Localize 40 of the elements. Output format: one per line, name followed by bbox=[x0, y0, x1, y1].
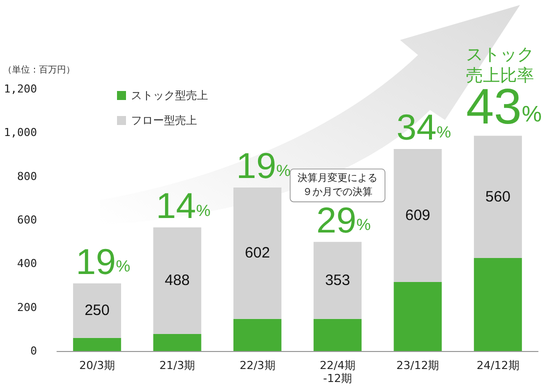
bar bbox=[73, 338, 122, 351]
data-label: 560 bbox=[485, 188, 510, 206]
annotation: 19% bbox=[236, 144, 291, 186]
x-tick-label: 24/12期 bbox=[476, 359, 520, 372]
x-tick-label: 22/3期 bbox=[240, 359, 276, 372]
y-tick-label: 0 bbox=[30, 344, 37, 358]
legend-label: ストック型売上 bbox=[131, 89, 208, 102]
bar bbox=[233, 318, 282, 351]
bar bbox=[73, 283, 122, 338]
annotation: 14% bbox=[156, 184, 210, 226]
x-tick-label: 22/4期 -12期 bbox=[320, 359, 356, 385]
data-label: 353 bbox=[325, 272, 350, 289]
annotation: 34% bbox=[396, 106, 451, 148]
y-tick-label: 400 bbox=[17, 257, 37, 270]
data-label: 250 bbox=[84, 302, 110, 320]
bar bbox=[394, 149, 442, 282]
bar bbox=[314, 242, 362, 319]
annotation: 19% bbox=[76, 240, 130, 282]
data-label: 609 bbox=[405, 207, 430, 224]
bar bbox=[233, 187, 282, 319]
x-tick-label: 23/12期 bbox=[396, 359, 440, 372]
annotation: 決算月変更による９か月での決算 bbox=[298, 172, 378, 198]
y-axis-title: （単位：百万円） bbox=[3, 64, 75, 76]
y-tick-label: 200 bbox=[17, 300, 37, 314]
x-tick-label: 21/3期 bbox=[159, 359, 196, 372]
y-tick-label: 1,000 bbox=[4, 126, 37, 140]
y-tick-label: 800 bbox=[17, 170, 37, 183]
bar bbox=[153, 334, 202, 351]
bar bbox=[474, 136, 522, 258]
data-label: 602 bbox=[244, 244, 270, 262]
bar bbox=[314, 318, 362, 351]
y-tick-label: 600 bbox=[17, 214, 37, 226]
data-label: 488 bbox=[164, 272, 190, 290]
legend-label: フロー型売上 bbox=[131, 114, 197, 127]
y-tick-label: 1,200 bbox=[4, 82, 37, 96]
bar bbox=[394, 282, 442, 351]
x-tick-label: 20/3期 bbox=[79, 359, 115, 372]
bar bbox=[153, 227, 202, 334]
annotation: 29% bbox=[316, 199, 371, 240]
bar bbox=[474, 258, 522, 351]
